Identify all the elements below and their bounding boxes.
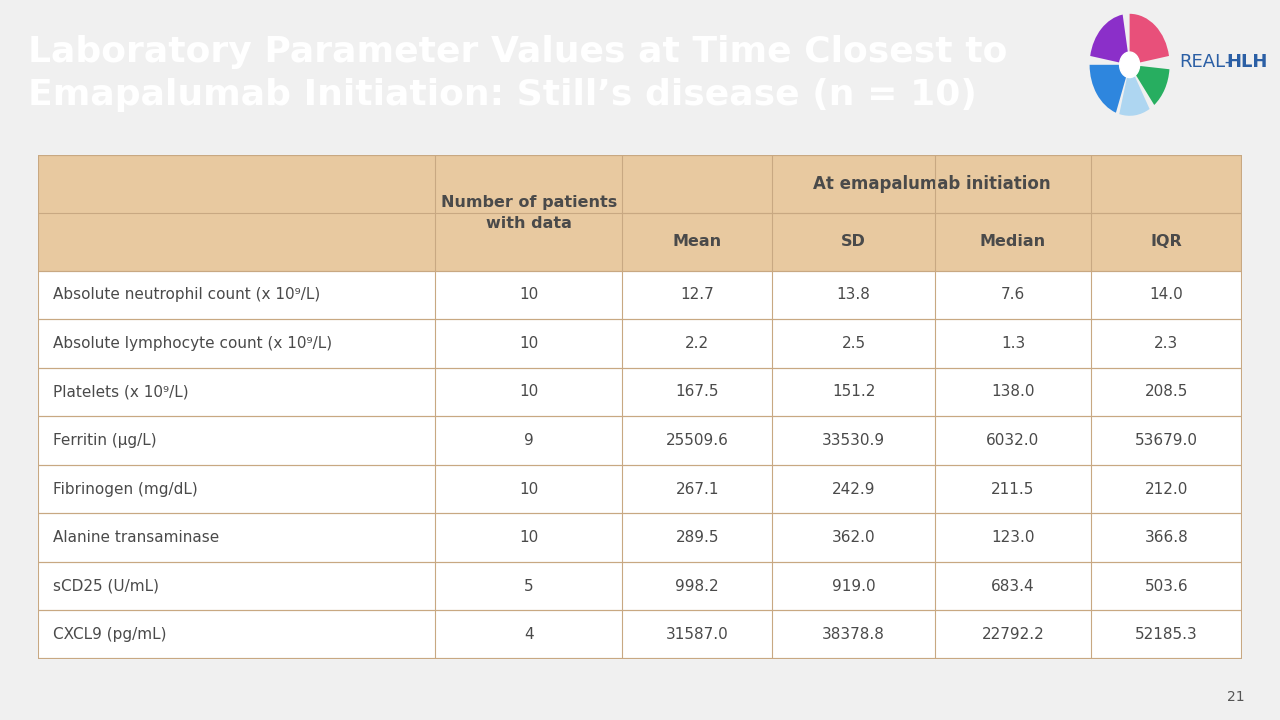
Text: SD: SD (841, 234, 867, 249)
Text: 10: 10 (520, 336, 539, 351)
Text: Number of patients
with data: Number of patients with data (440, 194, 617, 230)
Text: 31587.0: 31587.0 (666, 627, 728, 642)
Text: 138.0: 138.0 (991, 384, 1034, 400)
Text: Platelets (x 10⁹/L): Platelets (x 10⁹/L) (52, 384, 188, 400)
Bar (38, 368, 1242, 416)
Bar (38, 611, 1242, 659)
Text: sCD25 (U/mL): sCD25 (U/mL) (52, 579, 159, 593)
Bar (38, 213, 1242, 271)
Text: 10: 10 (520, 482, 539, 497)
Text: Ferritin (μg/L): Ferritin (μg/L) (52, 433, 156, 448)
Circle shape (1120, 52, 1139, 78)
Wedge shape (1129, 14, 1169, 65)
Wedge shape (1089, 65, 1129, 113)
Bar (38, 465, 1242, 513)
Text: Laboratory Parameter Values at Time Closest to: Laboratory Parameter Values at Time Clos… (28, 35, 1007, 69)
Text: At emapalumab initiation: At emapalumab initiation (813, 175, 1051, 193)
Text: 13.8: 13.8 (837, 287, 870, 302)
Text: Mean: Mean (672, 234, 722, 249)
Text: 38378.8: 38378.8 (822, 627, 884, 642)
Text: 33530.9: 33530.9 (822, 433, 886, 448)
Text: 998.2: 998.2 (676, 579, 719, 593)
Bar (38, 416, 1242, 465)
Text: 2.3: 2.3 (1155, 336, 1179, 351)
Text: 5: 5 (524, 579, 534, 593)
Wedge shape (1129, 65, 1170, 105)
Text: 2.2: 2.2 (685, 336, 709, 351)
Text: 21: 21 (1226, 690, 1244, 704)
Text: 267.1: 267.1 (676, 482, 719, 497)
Wedge shape (1119, 65, 1149, 116)
Bar (38, 562, 1242, 611)
Text: Absolute neutrophil count (x 10⁹/L): Absolute neutrophil count (x 10⁹/L) (52, 287, 320, 302)
Text: 919.0: 919.0 (832, 579, 876, 593)
Text: 211.5: 211.5 (991, 482, 1034, 497)
Text: 242.9: 242.9 (832, 482, 876, 497)
Text: IQR: IQR (1151, 234, 1183, 249)
Text: Emapalumab Initiation: Still’s disease (n = 10): Emapalumab Initiation: Still’s disease (… (28, 78, 977, 112)
Text: 123.0: 123.0 (991, 530, 1034, 545)
Text: 14.0: 14.0 (1149, 287, 1183, 302)
Text: 6032.0: 6032.0 (987, 433, 1039, 448)
Text: 2.5: 2.5 (841, 336, 865, 351)
Text: 10: 10 (520, 287, 539, 302)
Text: Alanine transaminase: Alanine transaminase (52, 530, 219, 545)
Text: HLH: HLH (1226, 53, 1267, 71)
Bar (622, 155, 1242, 213)
Bar (38, 271, 1242, 319)
Text: 4: 4 (524, 627, 534, 642)
Text: 7.6: 7.6 (1001, 287, 1025, 302)
Text: 22792.2: 22792.2 (982, 627, 1044, 642)
Text: 10: 10 (520, 530, 539, 545)
Text: Median: Median (980, 234, 1046, 249)
Text: Absolute lymphocyte count (x 10⁹/L): Absolute lymphocyte count (x 10⁹/L) (52, 336, 332, 351)
Text: 53679.0: 53679.0 (1135, 433, 1198, 448)
Text: 52185.3: 52185.3 (1135, 627, 1198, 642)
Text: 25509.6: 25509.6 (666, 433, 728, 448)
Text: 366.8: 366.8 (1144, 530, 1188, 545)
Text: 208.5: 208.5 (1144, 384, 1188, 400)
Text: Fibrinogen (mg/dL): Fibrinogen (mg/dL) (52, 482, 197, 497)
Text: 683.4: 683.4 (991, 579, 1034, 593)
Bar (38, 155, 435, 213)
Bar (435, 155, 622, 213)
Bar (38, 319, 1242, 368)
Text: 1.3: 1.3 (1001, 336, 1025, 351)
Text: 212.0: 212.0 (1144, 482, 1188, 497)
Text: 167.5: 167.5 (676, 384, 719, 400)
Text: 9: 9 (524, 433, 534, 448)
Text: 10: 10 (520, 384, 539, 400)
Text: 289.5: 289.5 (676, 530, 719, 545)
Text: 362.0: 362.0 (832, 530, 876, 545)
Text: REAL-: REAL- (1179, 53, 1231, 71)
Text: 151.2: 151.2 (832, 384, 876, 400)
Bar (38, 513, 1242, 562)
Text: 503.6: 503.6 (1144, 579, 1188, 593)
Text: CXCL9 (pg/mL): CXCL9 (pg/mL) (52, 627, 166, 642)
Text: 12.7: 12.7 (680, 287, 714, 302)
Wedge shape (1091, 14, 1129, 65)
